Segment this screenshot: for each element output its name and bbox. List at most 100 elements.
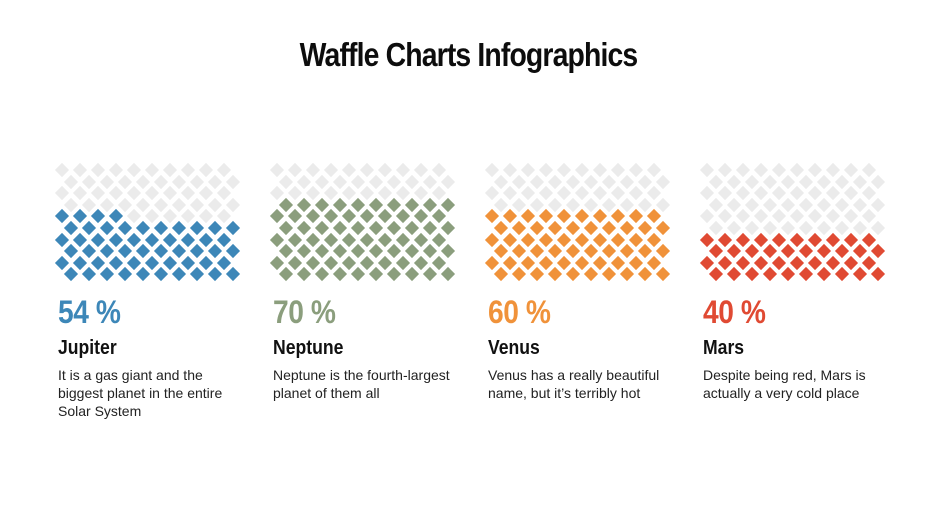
waffle-cell [735, 186, 751, 201]
waffle-cell [825, 209, 841, 224]
waffle-cell [341, 162, 357, 178]
waffle-cell [296, 267, 312, 282]
waffle-cell [225, 267, 241, 282]
waffle-cell [108, 232, 124, 247]
waffle-cell [520, 232, 536, 247]
waffle-cell [198, 186, 214, 201]
waffle-cell [404, 220, 420, 236]
waffle-cell [440, 220, 456, 236]
waffle-cell [798, 244, 814, 259]
waffle-cell [834, 244, 850, 259]
waffle-cell [628, 186, 644, 201]
waffle-cell [762, 220, 778, 236]
waffle-cell [619, 197, 635, 212]
waffle-cell [81, 244, 97, 259]
waffle-cell [529, 197, 545, 212]
waffle-cell [547, 174, 563, 189]
waffle-cell [637, 220, 653, 236]
waffle-cell [493, 267, 509, 282]
waffle-cell [431, 255, 447, 270]
waffle-cell [269, 162, 285, 178]
waffle-chart-mars [697, 162, 887, 284]
waffle-cell [350, 244, 366, 259]
waffle-cell [395, 255, 411, 270]
waffle-cell [628, 255, 644, 270]
waffle-cell [655, 244, 671, 259]
waffle-cell [753, 186, 769, 201]
waffle-cell [708, 267, 724, 282]
planet-description: Despite being red, Mars is actually a ve… [703, 367, 866, 401]
waffle-cell [699, 186, 715, 201]
waffle-cell [296, 197, 312, 212]
waffle-cell [278, 220, 294, 236]
percent-value: 54 % [58, 294, 121, 330]
waffle-cell [431, 186, 447, 201]
waffle-cell [637, 174, 653, 189]
waffle-cell [511, 220, 527, 236]
waffle-cell [583, 267, 599, 282]
waffle-cell [493, 174, 509, 189]
waffle-cell [870, 220, 886, 236]
waffle-cell [296, 220, 312, 236]
waffle-cell [180, 186, 196, 201]
waffle-cell [610, 232, 626, 247]
waffle-cell [269, 186, 285, 201]
waffle-cell [278, 197, 294, 212]
waffle-cell [529, 267, 545, 282]
waffle-cell [287, 232, 303, 247]
waffle-cell [556, 186, 572, 201]
waffle-cell [278, 244, 294, 259]
waffle-cell [207, 197, 223, 212]
waffle-cell [126, 232, 142, 247]
waffle-cell [646, 209, 662, 224]
waffle-cell [520, 186, 536, 201]
waffle-cell [744, 174, 760, 189]
waffle-cell [135, 267, 151, 282]
waffle-cell [404, 197, 420, 212]
waffle-cell [422, 220, 438, 236]
waffle-cell [72, 186, 88, 201]
waffle-cell [171, 244, 187, 259]
waffle-cell [583, 197, 599, 212]
waffle-cell [852, 244, 868, 259]
waffle-cell [377, 255, 393, 270]
waffle-cell [753, 209, 769, 224]
waffle-cell [54, 209, 70, 224]
waffle-cell [314, 197, 330, 212]
waffle-cell [637, 267, 653, 282]
waffle-cell [619, 267, 635, 282]
waffle-cell [359, 162, 375, 178]
waffle-cell [216, 186, 232, 201]
waffle-cell [574, 162, 590, 178]
waffle-cell [431, 162, 447, 178]
waffle-cell [216, 255, 232, 270]
waffle-cell [440, 197, 456, 212]
waffle-cell [404, 174, 420, 189]
waffle-cell [63, 197, 79, 212]
waffle-cell [798, 174, 814, 189]
waffle-cell [529, 220, 545, 236]
waffle-cell [216, 232, 232, 247]
waffle-cell [511, 267, 527, 282]
waffle-cell [807, 162, 823, 178]
waffle-cell [735, 209, 751, 224]
waffle-cell [637, 244, 653, 259]
waffle-cell [726, 220, 742, 236]
waffle-cell [162, 209, 178, 224]
waffle-cell [610, 162, 626, 178]
waffle-cell [323, 209, 339, 224]
waffle-cell [780, 220, 796, 236]
waffle-cell [225, 220, 241, 236]
waffle-cell [413, 232, 429, 247]
waffle-cell [717, 255, 733, 270]
waffle-cell [834, 174, 850, 189]
waffle-cell [350, 174, 366, 189]
waffle-cell [63, 174, 79, 189]
waffle-cell [81, 267, 97, 282]
card-jupiter: 54 % Jupiter It is a gas giant and the b… [52, 162, 252, 419]
waffle-cell [538, 232, 554, 247]
waffle-cell [771, 186, 787, 201]
waffle-cell [305, 209, 321, 224]
waffle-cell [852, 174, 868, 189]
waffle-cell [225, 244, 241, 259]
